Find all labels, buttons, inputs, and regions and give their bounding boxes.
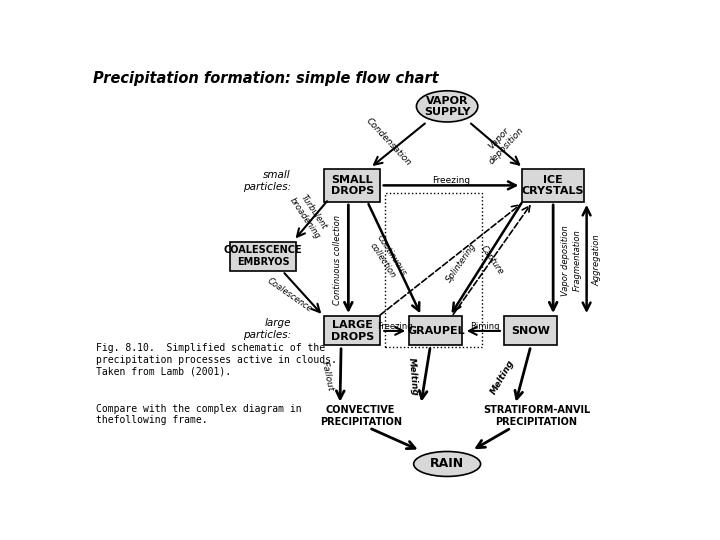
Text: Freezing: Freezing xyxy=(377,322,413,331)
Text: LARGE
DROPS: LARGE DROPS xyxy=(330,320,374,342)
Text: Continuous
collection: Continuous collection xyxy=(366,233,408,283)
Text: large
particles:: large particles: xyxy=(243,318,291,340)
FancyBboxPatch shape xyxy=(504,316,557,346)
Text: Fig. 8.10.  Simplified schematic of the
precipitation processes active in clouds: Fig. 8.10. Simplified schematic of the p… xyxy=(96,343,336,376)
Text: Vapor
deposition: Vapor deposition xyxy=(480,118,526,166)
Text: Coalescence: Coalescence xyxy=(266,277,314,314)
Text: Melting: Melting xyxy=(490,357,516,396)
Text: ICE
CRYSTALS: ICE CRYSTALS xyxy=(522,174,585,196)
Text: Turbulent
broadening: Turbulent broadening xyxy=(288,190,330,241)
Text: Freezing: Freezing xyxy=(432,176,470,185)
Text: SNOW: SNOW xyxy=(511,326,550,336)
Text: Riming: Riming xyxy=(469,322,499,331)
Text: small
particles:: small particles: xyxy=(243,171,291,192)
FancyBboxPatch shape xyxy=(410,316,462,346)
Text: Continuous collection: Continuous collection xyxy=(333,215,342,305)
Text: Vapor deposition: Vapor deposition xyxy=(562,225,570,295)
Text: Aggregation: Aggregation xyxy=(592,234,601,286)
FancyBboxPatch shape xyxy=(523,169,584,202)
Text: RAIN: RAIN xyxy=(430,457,464,470)
Text: Fallout: Fallout xyxy=(320,361,335,393)
FancyBboxPatch shape xyxy=(324,169,380,202)
Text: SMALL
DROPS: SMALL DROPS xyxy=(330,174,374,196)
Text: COALESCENCE
EMBRYOS: COALESCENCE EMBRYOS xyxy=(224,245,302,267)
Text: Capture: Capture xyxy=(479,244,505,276)
Text: Fragmentation: Fragmentation xyxy=(572,230,582,291)
FancyBboxPatch shape xyxy=(230,241,297,271)
Text: VAPOR
SUPPLY: VAPOR SUPPLY xyxy=(424,96,470,117)
Text: CONVECTIVE
PRECIPITATION: CONVECTIVE PRECIPITATION xyxy=(320,406,402,427)
FancyBboxPatch shape xyxy=(324,316,380,346)
Text: Precipitation formation: simple flow chart: Precipitation formation: simple flow cha… xyxy=(93,71,438,86)
Text: Splintering: Splintering xyxy=(444,241,478,284)
Text: Melting: Melting xyxy=(406,357,419,396)
Text: STRATIFORM-ANVIL
PRECIPITATION: STRATIFORM-ANVIL PRECIPITATION xyxy=(483,406,590,427)
Ellipse shape xyxy=(416,91,478,122)
Text: Compare with the complex diagram in
thefollowing frame.: Compare with the complex diagram in thef… xyxy=(96,404,301,426)
Text: GRAUPEL: GRAUPEL xyxy=(407,326,465,336)
Text: Condensation: Condensation xyxy=(364,116,413,167)
Ellipse shape xyxy=(413,451,481,476)
